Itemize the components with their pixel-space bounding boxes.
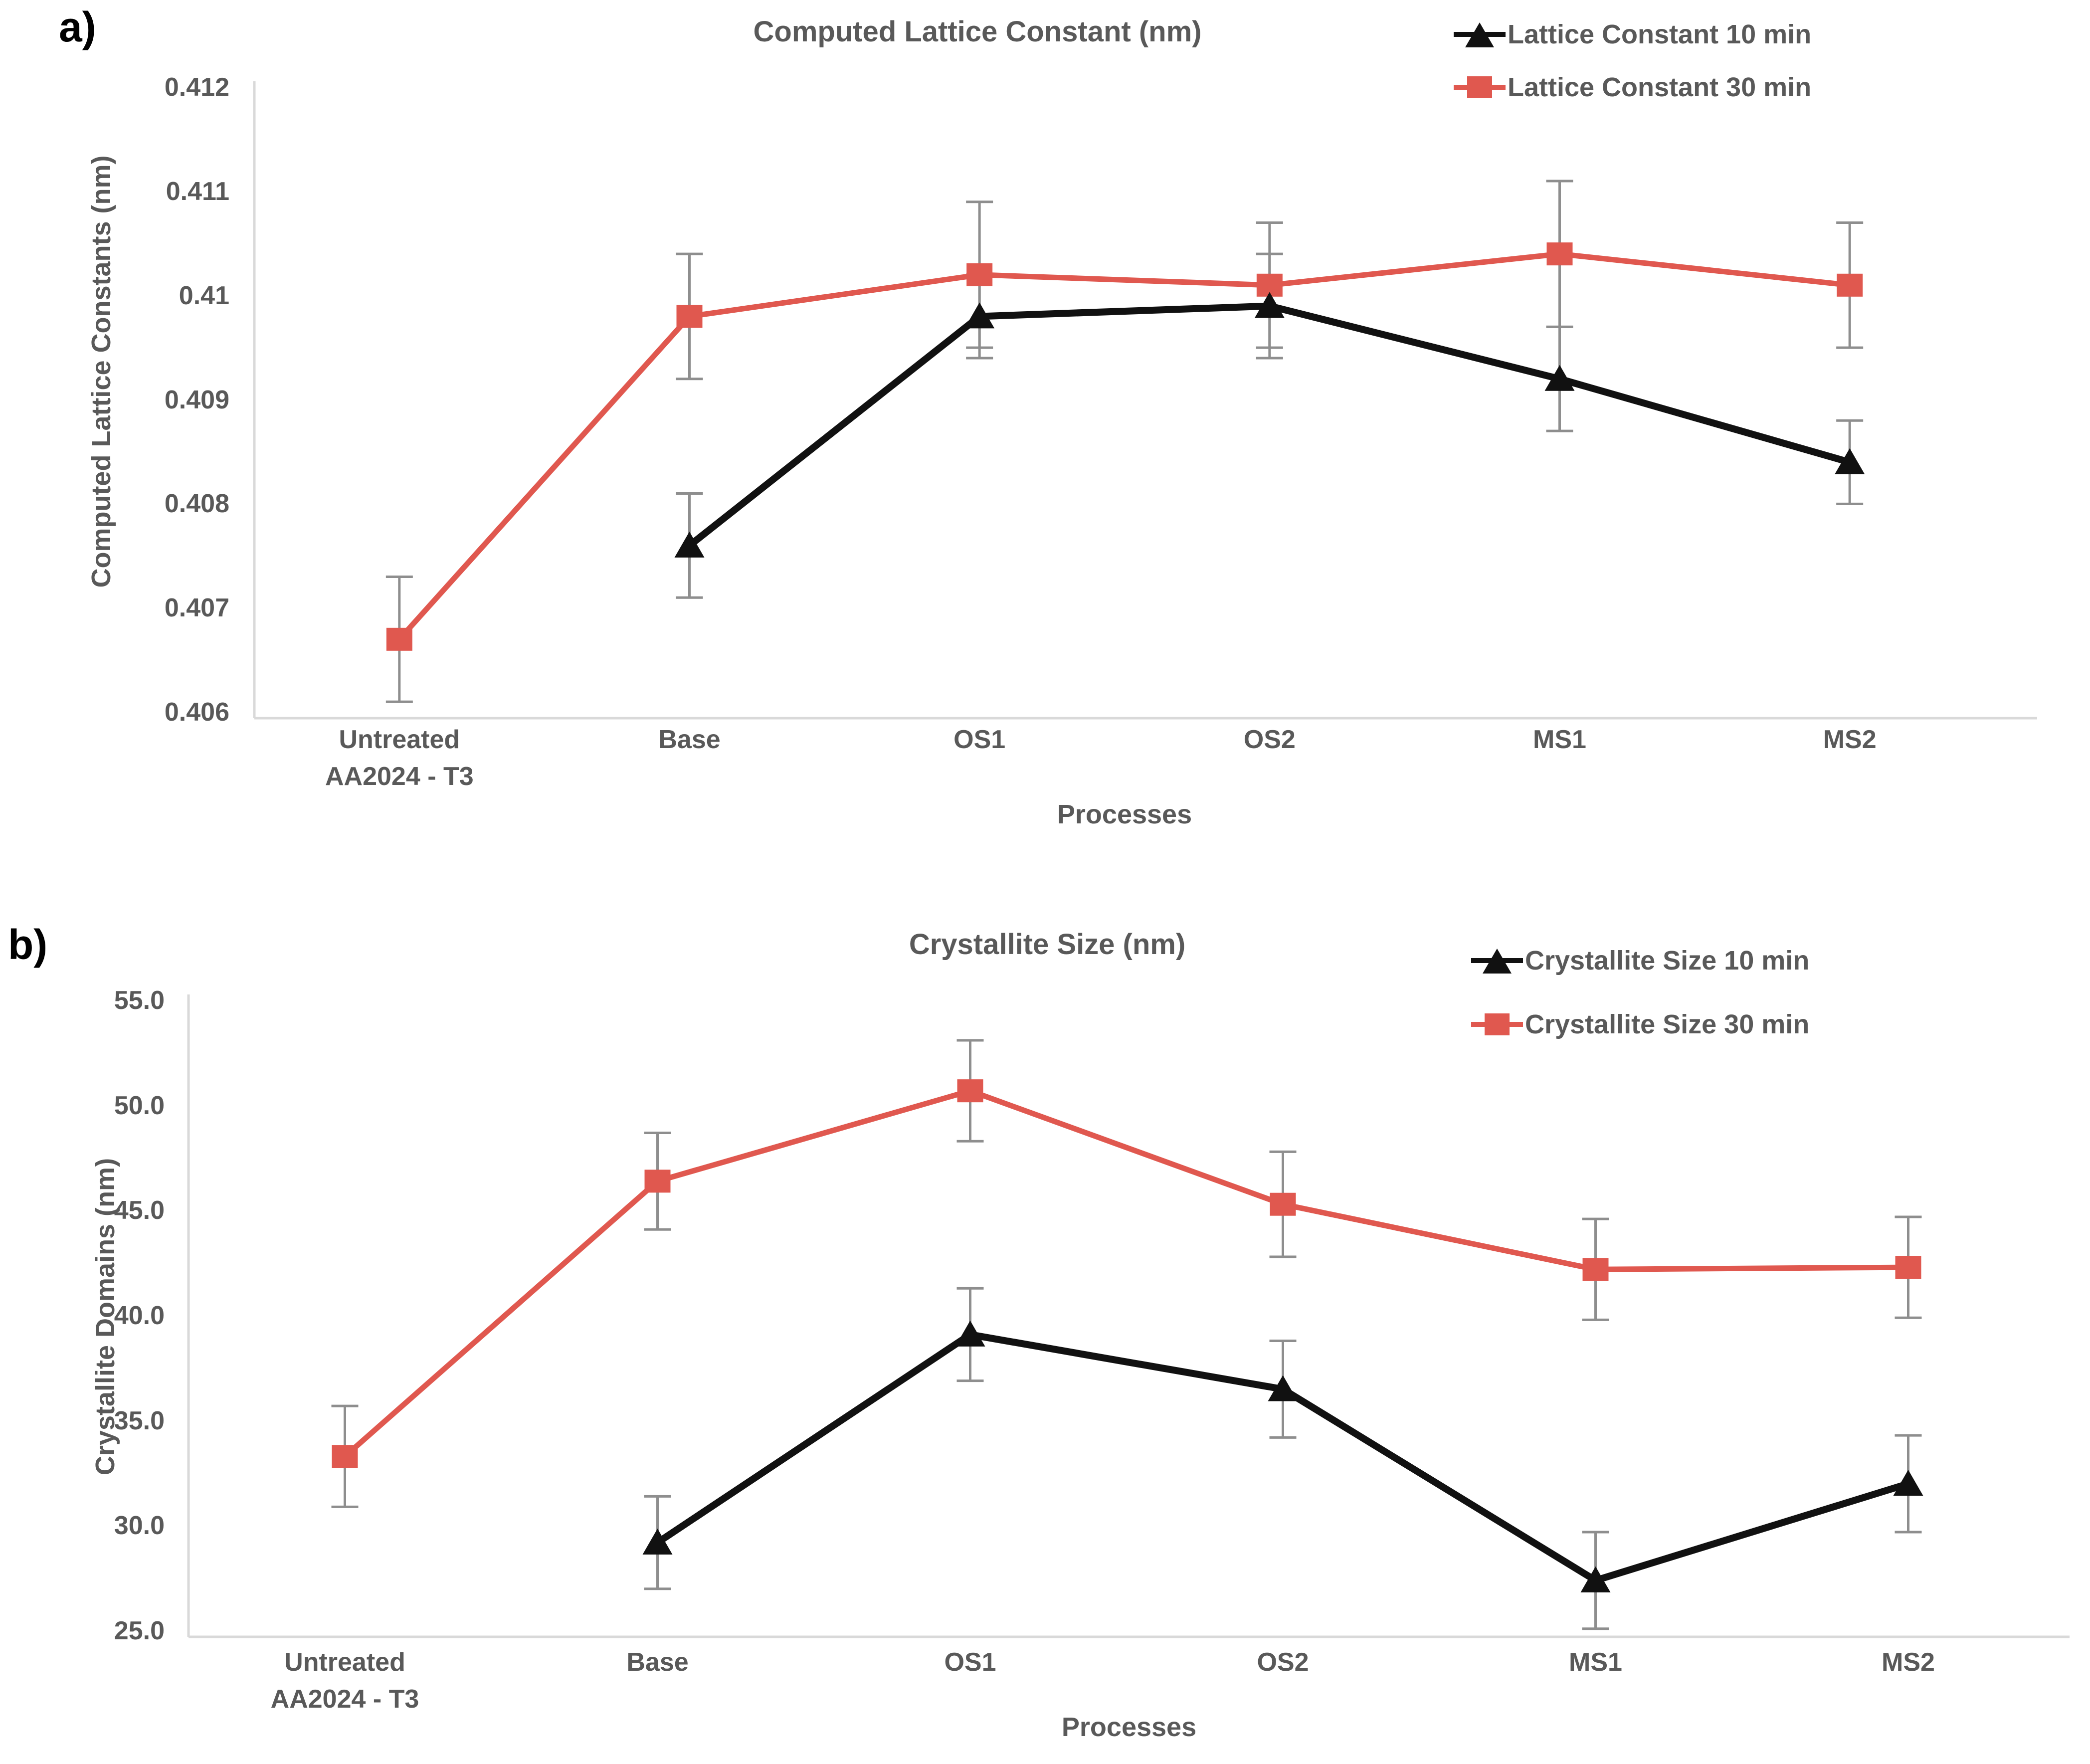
series-markers-crystallite-size-30-min <box>332 1079 1921 1468</box>
panel-a-label: a) <box>59 3 96 50</box>
y-tick-label: 0.406 <box>164 698 229 727</box>
y-tick-label: 40.0 <box>114 1301 165 1330</box>
panel-b-legend: Crystallite Size 10 min Crystallite Size… <box>1471 929 1809 1056</box>
legend-item-crystallite-10min: Crystallite Size 10 min <box>1471 929 1809 992</box>
x-tick-label: OS1 <box>953 725 1006 754</box>
panel-b-title: Crystallite Size (nm) <box>909 928 1186 961</box>
axis-lines-panel-0 <box>253 81 2037 720</box>
series-line-crystallite-size-30-min <box>342 1088 1911 1459</box>
triangle-series-marker-icon <box>1454 18 1506 50</box>
legend-item-crystallite-30min: Crystallite Size 30 min <box>1471 992 1809 1056</box>
legend-item-lattice-30min: Lattice Constant 30 min <box>1454 61 1811 114</box>
legend-label: Lattice Constant 10 min <box>1508 19 1812 49</box>
triangle-series-marker-icon <box>1471 945 1523 977</box>
y-tick-label: 0.408 <box>164 489 229 519</box>
series-markers-crystallite-size-10-min <box>642 1320 1923 1592</box>
series-markers-lattice-constant-10-min <box>674 292 1865 558</box>
panel-a-x-axis-title: Processes <box>1057 799 1192 829</box>
x-tick-label: Untreated AA2024 - T3 <box>325 725 474 791</box>
series-line-lattice-constant-30-min <box>396 251 1853 642</box>
square-series-marker-icon <box>1454 71 1506 103</box>
legend-label: Crystallite Size 30 min <box>1525 1009 1810 1039</box>
legend-label: Crystallite Size 10 min <box>1525 946 1810 976</box>
error-bars-crystallite-size-30-min <box>331 1039 1922 1508</box>
y-tick-label: 0.407 <box>164 593 229 623</box>
axis-lines-panel-1 <box>187 994 2070 1638</box>
error-bars-crystallite-size-10-min <box>644 1287 1922 1630</box>
y-tick-label: 35.0 <box>114 1406 165 1435</box>
x-tick-label: OS2 <box>1243 725 1296 754</box>
y-tick-label: 50.0 <box>114 1091 165 1120</box>
x-tick-label: Base <box>658 725 721 754</box>
y-tick-label: 45.0 <box>114 1196 165 1225</box>
x-tick-label: MS1 <box>1569 1648 1622 1677</box>
y-tick-label: 55.0 <box>114 986 165 1015</box>
series-markers-lattice-constant-30-min <box>386 242 1863 651</box>
y-tick-label: 0.409 <box>164 385 229 414</box>
legend-square <box>1485 1013 1510 1035</box>
error-bars-lattice-constant-30-min <box>385 180 1864 703</box>
legend-item-lattice-10min: Lattice Constant 10 min <box>1454 8 1811 61</box>
legend-triangle <box>1483 949 1512 974</box>
x-tick-label: MS2 <box>1882 1648 1935 1677</box>
legend-square <box>1467 76 1492 98</box>
legend-label: Lattice Constant 30 min <box>1508 72 1812 102</box>
x-tick-label: Base <box>626 1648 689 1677</box>
y-tick-label: 0.412 <box>164 73 229 102</box>
x-tick-label: MS2 <box>1823 725 1877 754</box>
panel-b-x-axis-title: Processes <box>1061 1712 1197 1742</box>
x-tick-label: MS1 <box>1533 725 1586 754</box>
x-tick-label: OS2 <box>1257 1648 1309 1677</box>
panel-a-legend: Lattice Constant 10 min Lattice Constant… <box>1454 8 1811 114</box>
square-series-marker-icon <box>1471 1008 1523 1040</box>
panel-b-label: b) <box>8 921 48 968</box>
y-tick-label: 0.41 <box>179 281 229 310</box>
y-tick-label: 0.411 <box>166 177 229 206</box>
legend-triangle <box>1465 22 1494 47</box>
panel-a-title: Computed Lattice Constant (nm) <box>753 15 1202 48</box>
x-tick-label: OS1 <box>944 1648 996 1677</box>
y-tick-label: 30.0 <box>114 1511 165 1541</box>
x-tick-label: Untreated AA2024 - T3 <box>270 1648 419 1714</box>
y-tick-label: 25.0 <box>114 1616 165 1645</box>
